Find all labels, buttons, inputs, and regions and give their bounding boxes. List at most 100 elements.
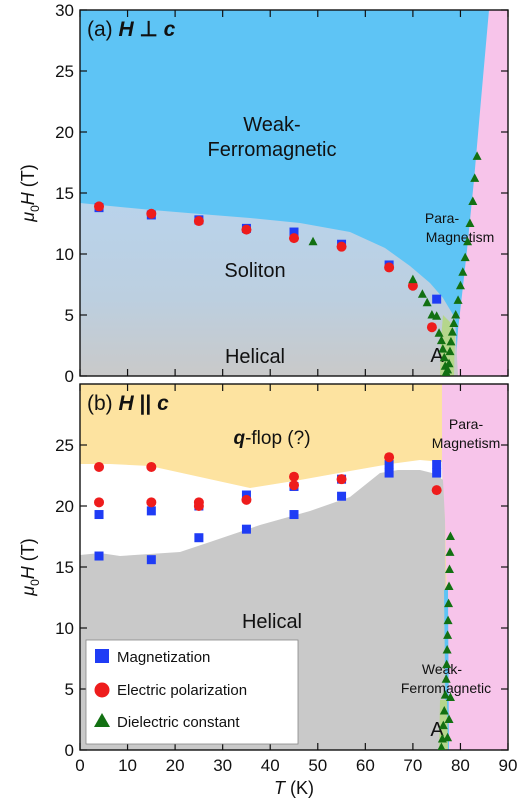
panel-a-markers — [94, 151, 482, 376]
a-triangle-point-2-12 — [443, 364, 453, 374]
legend: Magnetization Electric polarization Diel… — [85, 639, 299, 745]
x-tick-label-5: 50 — [308, 756, 327, 775]
b-circle-point-1-10 — [384, 452, 395, 463]
b-triangle-point-2-2 — [438, 720, 448, 730]
a-triangle-point-2-9 — [439, 352, 449, 362]
panel-b-ylabel-sub: 0 — [28, 579, 42, 586]
a-ytick-label-6: 30 — [55, 1, 74, 20]
b-triangle-point-2-9 — [443, 615, 453, 625]
b-ytick-label-4: 20 — [55, 497, 74, 516]
x-tick-label-9: 90 — [499, 756, 518, 775]
b-circle-point-1-0 — [94, 461, 105, 472]
panel-a: (a) H ⊥ c Weak- Ferromagnetic Para- Magn… — [18, 1, 509, 386]
x-tick-label-0: 0 — [75, 756, 84, 775]
a-circle-point-1-7 — [407, 280, 418, 291]
panel-a-regions — [80, 10, 508, 376]
b-ytick-label-2: 10 — [55, 619, 74, 638]
a-triangle-point-2-14 — [445, 346, 455, 356]
a-square-point-0-7 — [432, 294, 442, 304]
x-axis-label: T (K) — [274, 778, 314, 798]
a-triangle-point-2-21 — [458, 267, 468, 276]
x-tick-label-2: 20 — [166, 756, 185, 775]
panel-b-label-c: c — [157, 392, 169, 415]
b-square-point-0-13 — [384, 468, 394, 478]
b-ytick-label-3: 15 — [55, 558, 74, 577]
panel-b-y-axis-label: μ0H (T) — [18, 538, 42, 597]
x-tick-label-6: 60 — [356, 756, 375, 775]
a-ytick-label-4: 20 — [55, 123, 74, 142]
b-triangle-point-2-13 — [445, 547, 455, 556]
b-square-point-0-9 — [289, 510, 299, 520]
b-circle-point-1-11 — [431, 485, 442, 496]
b-square-point-0-5 — [194, 533, 204, 543]
a-triangle-point-2-8 — [438, 344, 448, 353]
region-label-weak-ferro-2-b: Ferromagnetic — [401, 680, 491, 696]
panel-b-ylabel-unit: (T) — [18, 538, 38, 566]
a-ytick-label-5: 25 — [55, 62, 74, 81]
a-triangle-point-2-26 — [470, 173, 480, 182]
region-label-para-2-b: Magnetism — [432, 435, 500, 451]
region-paramagnetism-a — [455, 10, 508, 376]
b-triangle-point-2-12 — [445, 564, 455, 573]
a-triangle-point-2-23 — [463, 236, 473, 246]
panel-a-label-op: ⊥ — [134, 18, 164, 41]
a-triangle-point-2-0 — [308, 236, 318, 246]
region-label-q-flop-q: q — [233, 428, 245, 449]
b-triangle-point-2-16 — [444, 714, 454, 723]
region-label-helical-a: Helical — [225, 346, 285, 368]
region-weak-ferromagnetic-b — [444, 590, 449, 750]
b-ytick-label-1: 5 — [65, 680, 74, 699]
b-square-point-0-2 — [146, 506, 156, 516]
b-square-point-0-1 — [94, 551, 104, 561]
legend-label-electric-polarization: Electric polarization — [117, 682, 247, 699]
region-label-para-1-a: Para- — [425, 210, 460, 226]
panel-b-label-prefix: (b) — [87, 392, 119, 415]
region-label-soliton-a: Soliton — [224, 260, 285, 282]
b-circle-point-1-6 — [241, 494, 252, 505]
panel-a-y-axis-label: μ0H (T) — [18, 164, 42, 223]
panel-a-ylabel-mu: μ — [18, 212, 38, 223]
b-triangle-point-2-3 — [439, 705, 449, 715]
b-circle-point-1-1 — [94, 497, 105, 508]
a-square-point-0-4 — [289, 227, 299, 237]
b-circle-point-1-5 — [193, 501, 204, 511]
b-triangle-point-2-5 — [441, 674, 451, 683]
b-triangle-point-2-17 — [445, 692, 455, 702]
x-tick-label-1: 10 — [118, 756, 137, 775]
a-triangle-point-2-17 — [449, 318, 459, 328]
a-triangle-point-2-3 — [422, 297, 432, 307]
x-tick-label-8: 80 — [451, 756, 470, 775]
b-square-point-0-0 — [94, 510, 104, 520]
b-triangle-point-2-11 — [444, 581, 454, 591]
x-tick-label-3: 30 — [213, 756, 232, 775]
b-square-point-0-14 — [432, 460, 442, 470]
panel-b-ylabel-mu: μ — [18, 586, 38, 597]
region-soliton-helical-a — [80, 203, 458, 376]
a-circle-point-1-8 — [426, 322, 437, 333]
region-label-weak-ferro-2-a: Ferromagnetic — [208, 139, 337, 161]
legend-marker-dielectric-constant — [94, 713, 110, 727]
panel-a-ylabel-h: H — [18, 191, 38, 205]
a-triangle-point-2-18 — [451, 310, 461, 319]
b-square-point-0-11 — [337, 491, 347, 501]
b-square-point-0-7 — [241, 524, 251, 534]
b-triangle-point-2-4 — [440, 690, 450, 699]
panel-b-markers — [94, 452, 455, 750]
a-ytick-label-0: 0 — [65, 367, 74, 386]
a-triangle-point-2-22 — [460, 252, 470, 262]
region-label-helical-b: Helical — [242, 611, 302, 633]
b-circle-point-1-8 — [289, 480, 299, 491]
panel-b-ticks: 0 5 10 15 20 25 0 10 20 30 40 50 60 70 80 90 — [55, 384, 517, 775]
a-triangle-point-2-16 — [447, 327, 457, 336]
region-label-q-flop-b: q-flop (?) — [233, 428, 310, 449]
a-ytick-label-2: 10 — [55, 245, 74, 264]
x-axis-label-unit: (K) — [285, 778, 314, 798]
b-triangle-point-2-15 — [443, 732, 453, 742]
region-label-para-2-a: Magnetism — [426, 229, 494, 245]
a-circle-point-1-2 — [193, 216, 204, 227]
b-square-point-0-3 — [146, 555, 156, 565]
a-triangle-point-2-2 — [417, 289, 427, 298]
panel-a-ylabel-sub: 0 — [28, 205, 42, 212]
a-triangle-point-2-19 — [453, 295, 463, 304]
panel-a-label-c: c — [164, 18, 176, 41]
